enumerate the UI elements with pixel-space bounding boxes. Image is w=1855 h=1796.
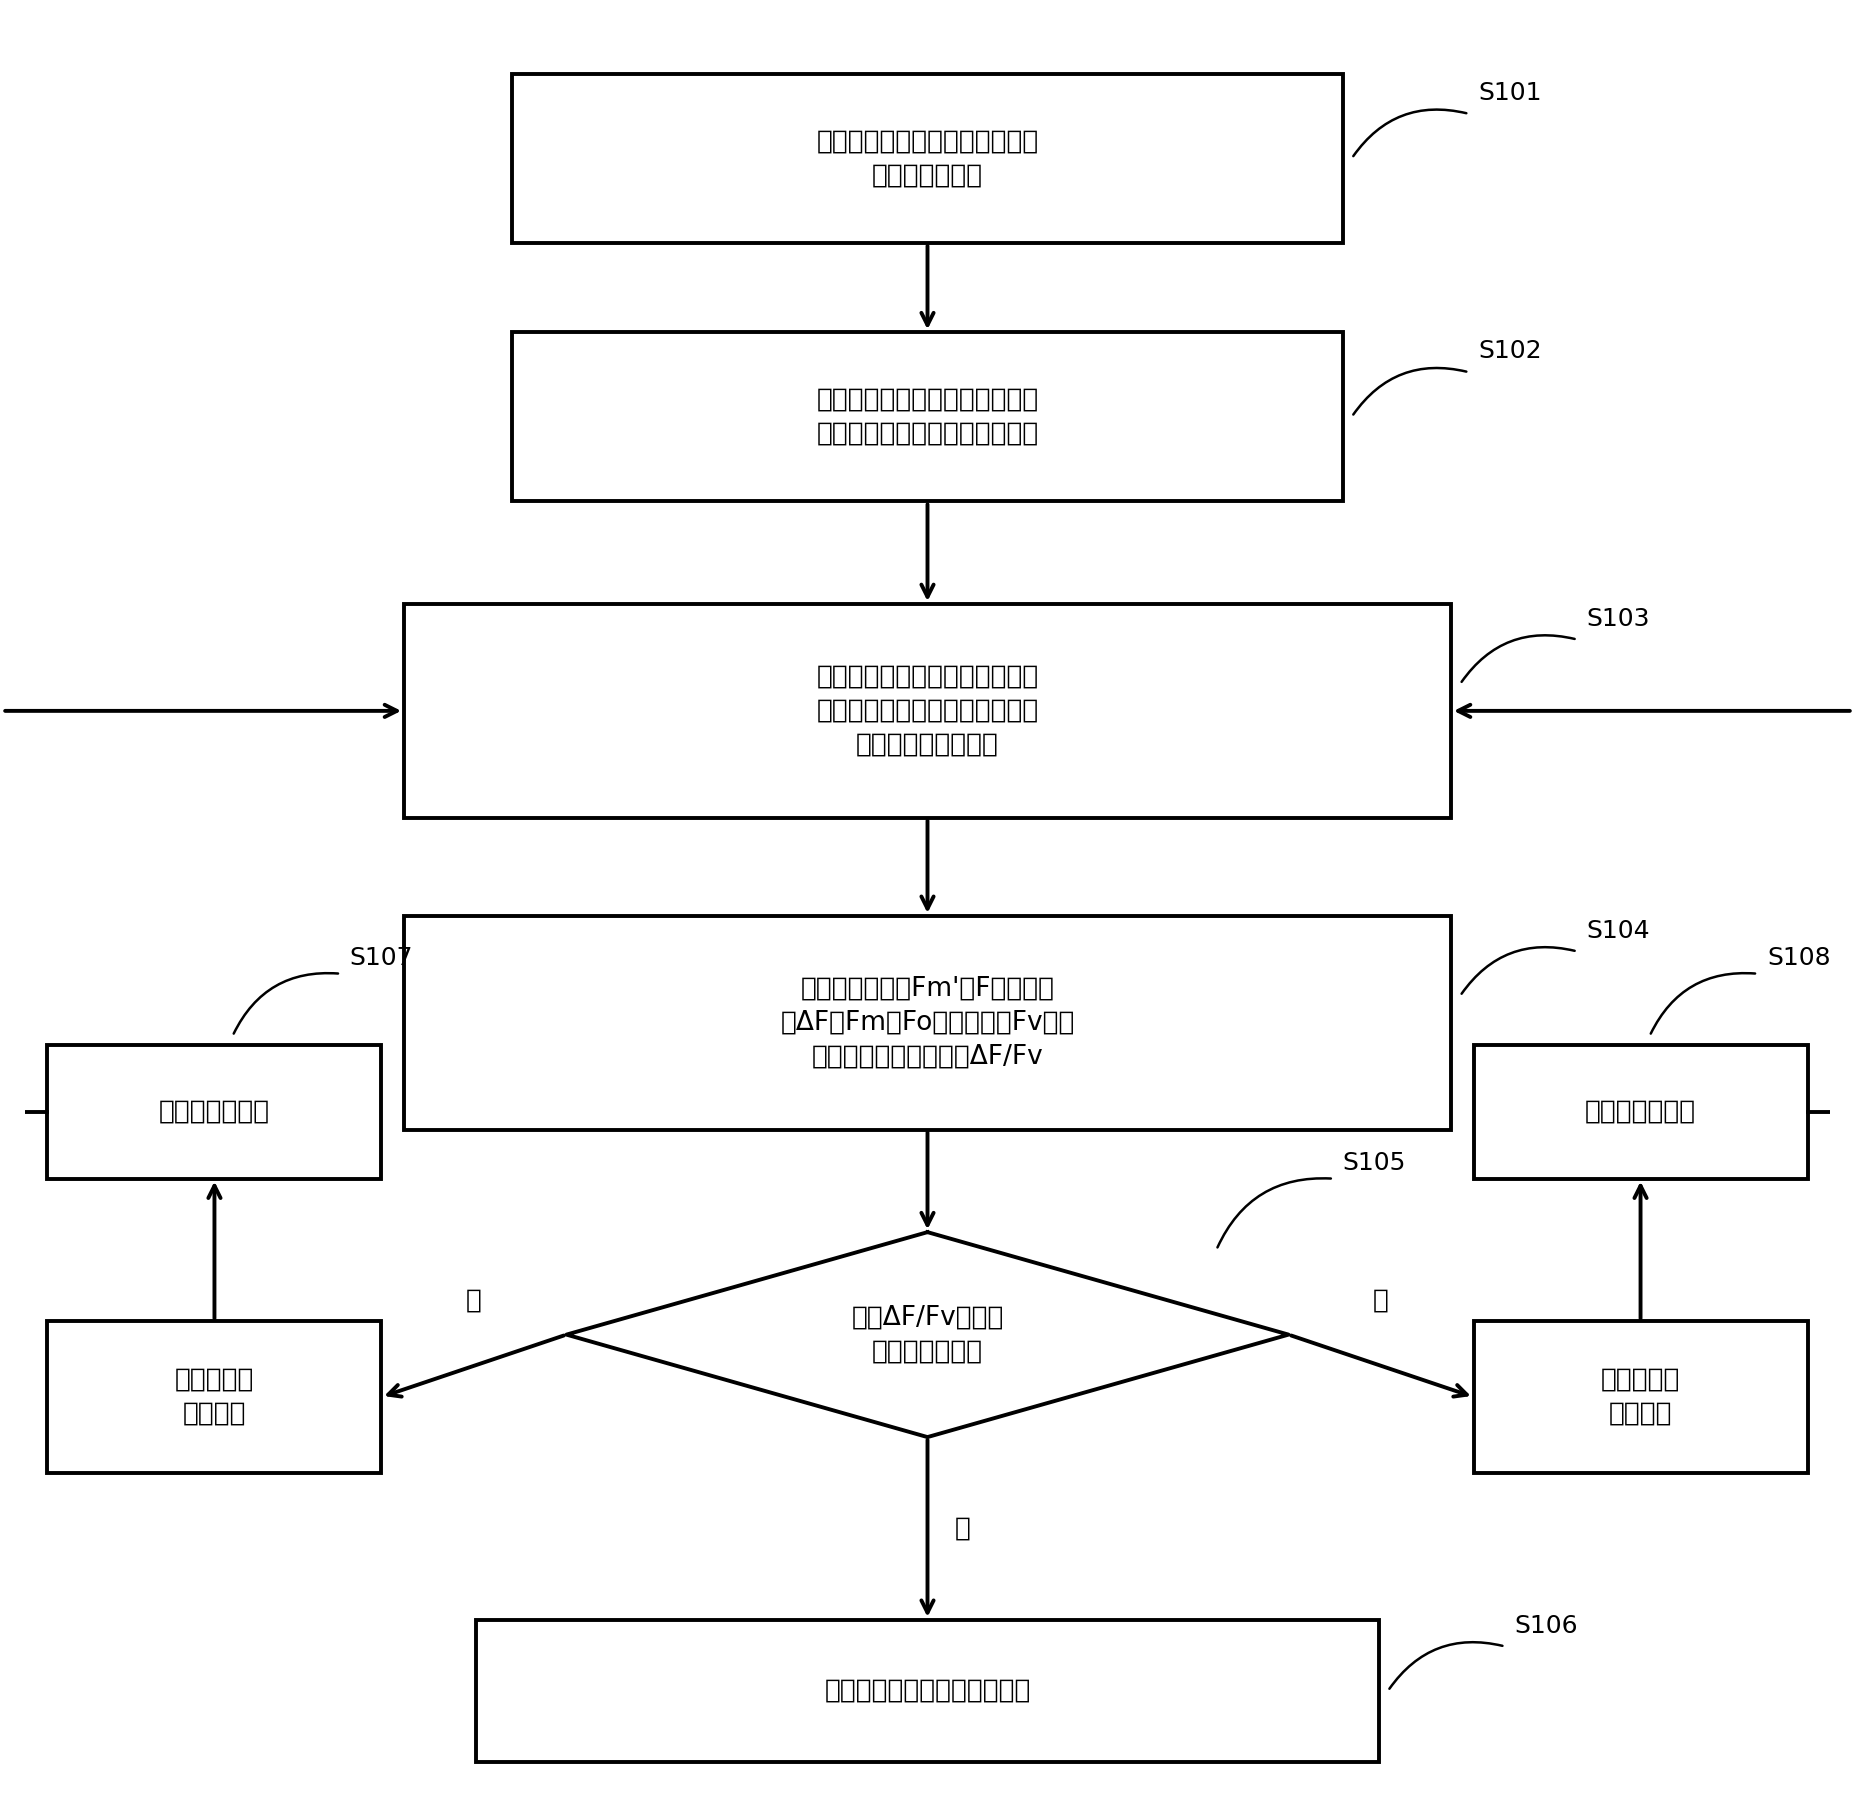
Text: 以半饱和光强或者接近半饱和光
强的光强作为光化光强度，测量
叶绿素荧光诱导曲线: 以半饱和光强或者接近半饱和光 强的光强作为光化光强度，测量 叶绿素荧光诱导曲线 [816, 665, 1039, 758]
Bar [404, 603, 1451, 817]
Text: 测量光强下的实际光合效率和相
对电子传递速率: 测量光强下的实际光合效率和相 对电子传递速率 [816, 129, 1039, 189]
Text: 降低光化光强度: 降低光化光强度 [160, 1099, 271, 1124]
Text: 是: 是 [955, 1516, 970, 1541]
Text: S103: S103 [1586, 607, 1649, 630]
Bar [512, 74, 1343, 242]
Text: 比值ΔF/Fv是否处
于预定范围内？: 比值ΔF/Fv是否处 于预定范围内？ [851, 1304, 1004, 1365]
Text: 否: 否 [466, 1288, 482, 1313]
Bar [48, 1045, 382, 1178]
Text: 小于预定范
围的下限: 小于预定范 围的下限 [174, 1367, 254, 1428]
Polygon shape [566, 1232, 1289, 1437]
Bar [48, 1322, 382, 1473]
Text: 计算光适应后的Fm'与F之间的差
值ΔF和Fm与Fo之间的差值Fv，并
计算上述两差值的比值ΔF/Fv: 计算光适应后的Fm'与F之间的差 值ΔF和Fm与Fo之间的差值Fv，并 计算上述… [781, 975, 1074, 1070]
Text: 升高光化光强度: 升高光化光强度 [1584, 1099, 1695, 1124]
Text: S102: S102 [1478, 339, 1542, 363]
Text: S101: S101 [1478, 81, 1542, 104]
Bar [404, 916, 1451, 1130]
Text: S107: S107 [351, 946, 414, 970]
Bar [512, 332, 1343, 501]
Text: S108: S108 [1768, 946, 1831, 970]
Bar [1473, 1322, 1807, 1473]
Text: 大于预定范
围的上限: 大于预定范 围的上限 [1601, 1367, 1681, 1428]
Text: S106: S106 [1514, 1613, 1579, 1638]
Bar [477, 1620, 1378, 1762]
Text: 确定当前的光强为光化光强度: 确定当前的光强为光化光强度 [824, 1677, 1031, 1704]
Bar [1473, 1045, 1807, 1178]
Text: S104: S104 [1586, 918, 1649, 943]
Text: S105: S105 [1343, 1151, 1406, 1175]
Text: 否: 否 [1373, 1288, 1389, 1313]
Text: 绘制相对电子传递速率随光强变
化的响应曲线，获取半饱和光强: 绘制相对电子传递速率随光强变 化的响应曲线，获取半饱和光强 [816, 386, 1039, 447]
